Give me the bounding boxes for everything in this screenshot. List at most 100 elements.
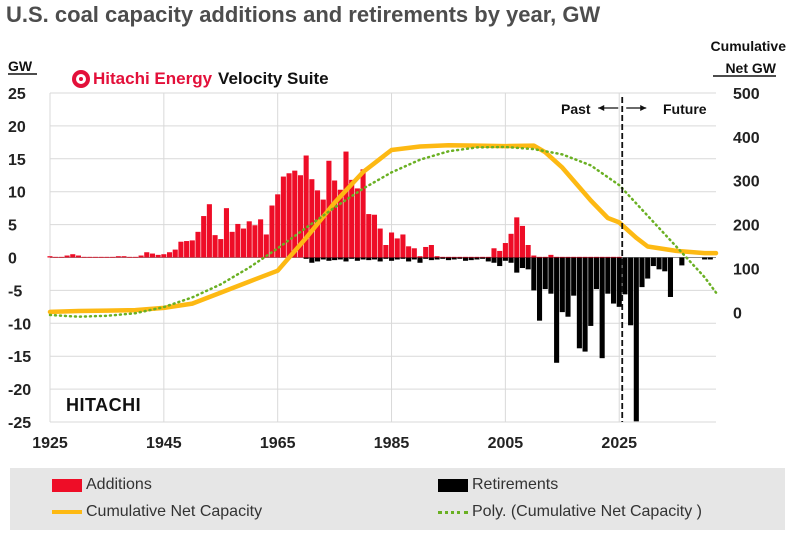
retirement-bar (610, 257, 617, 304)
legend-label-cumulative: Cumulative Net Capacity (86, 503, 263, 520)
y2-tick-label: 400 (733, 130, 760, 147)
legend-swatch-cumulative (52, 510, 82, 514)
addition-bar (474, 256, 480, 258)
retirement-bar (599, 257, 605, 359)
addition-bar (366, 214, 372, 258)
addition-bar (252, 225, 258, 258)
retirement-bar (451, 257, 457, 260)
addition-bar (258, 219, 264, 258)
addition-bar (121, 256, 127, 258)
gridlines (49, 92, 716, 423)
retirement-bar (468, 257, 474, 261)
addition-bar (144, 252, 150, 258)
retirement-bar (388, 257, 395, 261)
retirement-bar (406, 257, 412, 262)
retirement-bar (650, 257, 656, 267)
retirement-bar (360, 257, 366, 260)
addition-bar (98, 256, 104, 258)
addition-bar (565, 256, 571, 258)
addition-bar (75, 255, 82, 258)
brand-product: Velocity Suite (218, 69, 329, 88)
addition-bar (280, 176, 286, 258)
y2-tick-label: 300 (733, 174, 760, 191)
retirement-bar (559, 257, 565, 313)
legend-swatch-additions (52, 478, 82, 492)
addition-bar (519, 225, 526, 258)
retirement-bar (508, 257, 514, 263)
addition-bar (502, 243, 508, 258)
bars (47, 151, 713, 422)
legend-item-additions: Additions (52, 476, 152, 494)
addition-bar (400, 234, 406, 258)
addition-bar (508, 233, 514, 258)
legend-label-additions: Additions (86, 476, 152, 493)
retirement-bar (428, 257, 434, 261)
retirement-bar (628, 257, 634, 326)
retirement-bar (656, 257, 662, 270)
x-tick-label: 1945 (146, 435, 182, 452)
retirement-bar (354, 257, 360, 261)
legend-swatch-retirements (438, 478, 468, 492)
y-tick-label: 20 (8, 119, 26, 136)
brand-name: Hitachi Energy (93, 69, 213, 88)
retirement-bar (309, 257, 315, 263)
legend-item-retirements: Retirements (438, 476, 558, 494)
y-tick-label: 0 (8, 251, 17, 268)
addition-bar (212, 235, 218, 258)
retirement-bar (411, 257, 417, 260)
addition-bar (571, 256, 577, 258)
addition-bar (411, 248, 417, 258)
addition-bar (445, 256, 452, 258)
retirement-bar (639, 257, 645, 288)
addition-bar (371, 214, 378, 258)
y-tick-label: 15 (8, 152, 26, 169)
addition-bar (104, 256, 110, 258)
retirement-bar (679, 257, 685, 266)
addition-bar (485, 256, 491, 258)
addition-bar (514, 217, 520, 258)
addition-bar (292, 170, 298, 258)
retirement-bar (394, 257, 400, 260)
retirement-bar (491, 257, 497, 263)
legend-swatch-poly (438, 510, 468, 514)
y2-tick-label: 500 (733, 86, 760, 103)
retirement-bar (525, 257, 531, 270)
y-tick-label: -5 (8, 283, 22, 300)
retirement-bar (377, 257, 383, 262)
retirement-bar (548, 257, 554, 294)
addition-bar (610, 256, 617, 258)
addition-bar (303, 155, 309, 258)
addition-bar (64, 255, 70, 258)
retirement-bar (434, 257, 440, 260)
addition-bar (195, 231, 201, 258)
retirement-bar (371, 257, 378, 260)
retirement-bar (582, 257, 588, 352)
retirement-bar (337, 257, 343, 260)
addition-bar (377, 228, 383, 258)
addition-bar (440, 256, 446, 258)
addition-bar (576, 256, 582, 258)
addition-bar (468, 256, 474, 258)
addition-bar (149, 253, 156, 258)
addition-bar (275, 194, 281, 258)
addition-bar (582, 256, 588, 258)
retirement-bar (462, 257, 469, 261)
addition-bar (616, 256, 622, 258)
retirement-bar (519, 257, 526, 269)
retirement-bar (417, 257, 423, 263)
retirement-bar (445, 257, 452, 261)
addition-bar (269, 205, 275, 258)
legend-item-cumulative: Cumulative Net Capacity (52, 503, 262, 521)
retirement-bar (565, 257, 571, 317)
brand-logo: Hitachi Energy Velocity Suite (72, 69, 329, 89)
addition-bar (184, 241, 190, 258)
addition-bar (246, 221, 252, 258)
retirement-bar (622, 257, 628, 295)
retirement-bar (536, 257, 543, 321)
retirement-bar (571, 257, 577, 296)
addition-bar (223, 208, 230, 258)
retirement-bar (457, 257, 463, 259)
past-label: Past (561, 101, 591, 117)
y-tick-label: 5 (8, 218, 17, 235)
